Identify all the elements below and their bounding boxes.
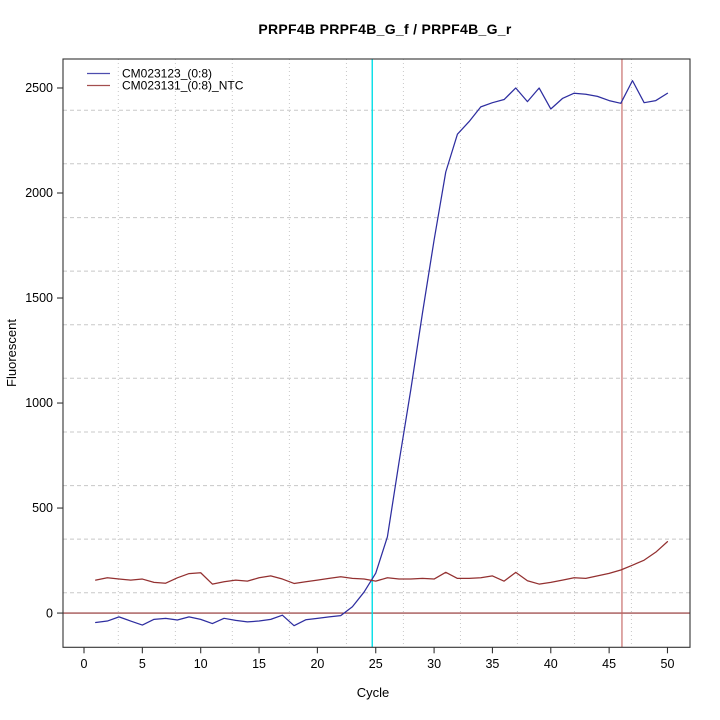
series-curve [95,541,669,585]
x-tick-label: 40 [544,657,558,671]
y-tick-label: 500 [32,501,53,515]
y-tick-label: 1000 [25,396,53,410]
x-tick-label: 0 [81,657,88,671]
chart-title: PRPF4B PRPF4B_G_f / PRPF4B_G_r [258,21,512,37]
x-tick-label: 20 [310,657,324,671]
reference-lines [63,59,690,648]
legend: CM023123_(0:8)CM023131_(0:8)_NTC [87,67,244,93]
x-tick-label: 5 [139,657,146,671]
x-tick-label: 25 [369,657,383,671]
plot-border [62,58,691,648]
x-tick-label: 45 [602,657,616,671]
legend-label: CM023123_(0:8) [122,67,212,81]
legend-label: CM023131_(0:8)_NTC [122,79,244,93]
y-tick-label: 0 [46,606,53,620]
x-axis-label: Cycle [357,685,390,700]
y-tick-label: 2500 [25,81,53,95]
y-axis-label: Fluorescent [4,319,19,387]
x-tick-label: 10 [194,657,208,671]
x-tick-label: 30 [427,657,441,671]
x-tick-label: 50 [661,657,675,671]
y-tick-label: 2000 [25,186,53,200]
y-tick-label: 1500 [25,291,53,305]
data-series [95,80,669,627]
x-tick-label: 35 [485,657,499,671]
x-tick-label: 15 [252,657,266,671]
gridlines [63,59,690,648]
series-curve [95,80,669,627]
